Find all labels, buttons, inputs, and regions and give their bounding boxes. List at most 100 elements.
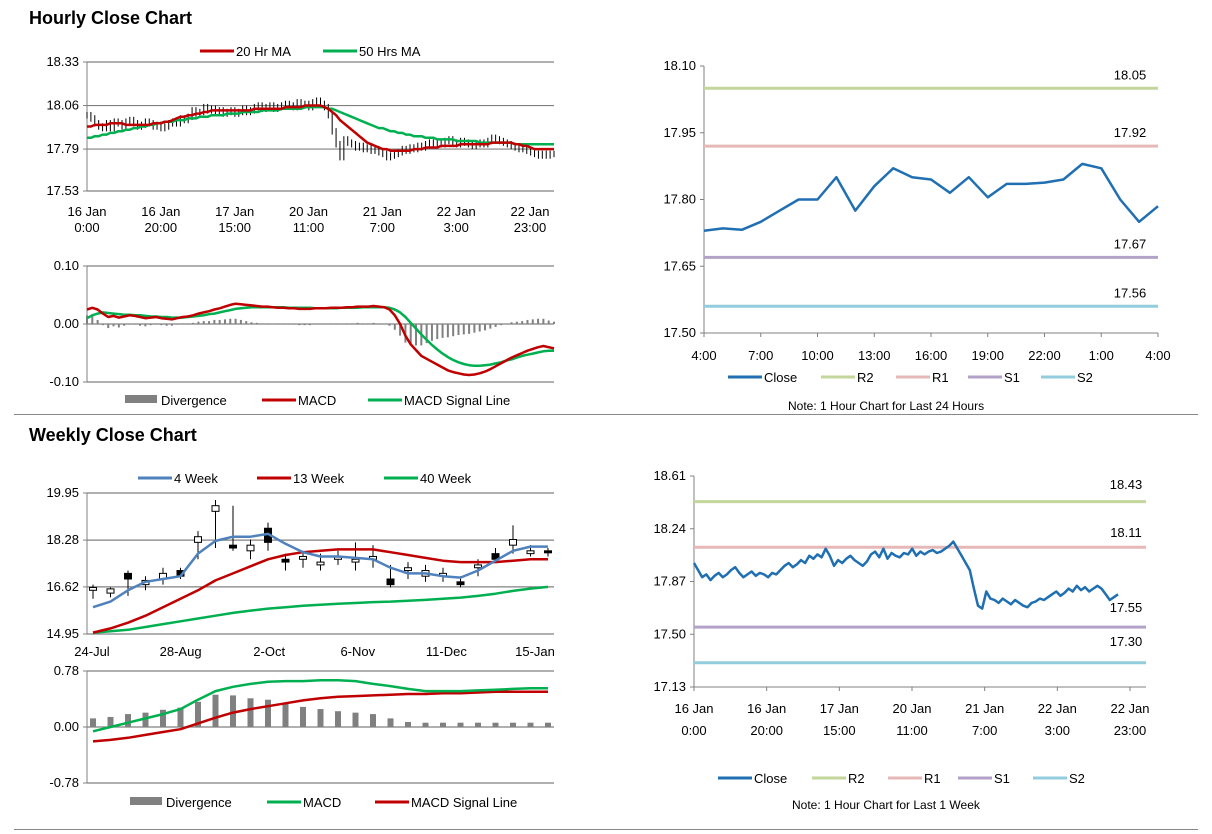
weekly-candle-body [194, 536, 202, 543]
weekly-divergence-bar [282, 703, 289, 727]
weekly-divergence-bar [300, 706, 306, 727]
weekly-candle-body [386, 578, 395, 586]
hourly-section-title: Hourly Close Chart [29, 8, 193, 28]
chart24h-legend-s2-label: S2 [1077, 370, 1093, 385]
weekly-candle-body [474, 564, 482, 569]
hourly-price-x-tick-label: 16 Jan [141, 204, 180, 219]
chart24h-x-tick-label: 7:00 [748, 348, 773, 363]
chart1w-legend-close-label: Close [754, 771, 787, 786]
hourly-legend-signal-label: MACD Signal Line [404, 393, 510, 408]
chart1w-level-label-s1: 17.55 [1110, 600, 1143, 615]
chart1w-x-tick-label: 15:00 [823, 723, 856, 738]
hourly-price-x-tick-label: 22 Jan [437, 204, 476, 219]
weekly-candle-body [229, 544, 237, 549]
chart24h-legend-s1-label: S1 [1004, 370, 1020, 385]
weekly-divergence-bar [265, 699, 271, 727]
note-24h: Note: 1 Hour Chart for Last 24 Hours [788, 399, 985, 413]
weekly-divergence-bar [370, 714, 376, 727]
weekly-divergence-bar [160, 709, 166, 727]
hourly-macd-y-tick-label: 0.00 [54, 316, 79, 331]
chart24h-legend-r2-label: R2 [857, 370, 874, 385]
hourly-macd-y-tick-label: 0.10 [54, 258, 79, 273]
chart1w-x-tick-label: 16 Jan [674, 701, 713, 716]
section-divider [14, 414, 1198, 415]
weekly-divergence-bar [125, 714, 131, 727]
weekly-candle-body [106, 588, 115, 594]
chart24h-x-tick-label: 22:00 [1028, 348, 1061, 363]
weekly-legend-signal-label: MACD Signal Line [411, 795, 517, 810]
chart24h-level-label-s2: 17.56 [1114, 285, 1147, 300]
hourly-price-y-tick-label: 18.33 [46, 54, 79, 69]
chart1w-x-tick-label: 22 Jan [1038, 701, 1077, 716]
hourly-price-x-tick-label: 16 Jan [67, 204, 106, 219]
weekly-macd-y-tick-label: 0.78 [54, 663, 79, 678]
chart1w-close-line [692, 540, 1119, 610]
chart24h-x-tick-label: 19:00 [971, 348, 1004, 363]
weekly-divergence-bar [387, 718, 394, 727]
weekly-section-title: Weekly Close Chart [29, 425, 197, 445]
chart24h-x-tick-label: 10:00 [801, 348, 834, 363]
chart1w-legend-s2-label: S2 [1069, 771, 1085, 786]
chart24h-level-label-s1: 17.67 [1114, 236, 1147, 251]
weekly-price-x-tick-label: 11-Dec [426, 644, 467, 659]
chart24h-y-tick-label: 17.95 [663, 125, 696, 140]
chart1w-x-tick-label: 21 Jan [965, 701, 1004, 716]
weekly-candle-body [281, 558, 290, 563]
weekly-price-x-tick-label: 2-Oct [253, 644, 285, 659]
hourly-price-x-tick-label: 11:00 [293, 220, 325, 235]
weekly-candle-body [211, 505, 220, 512]
weekly-candle-body [299, 555, 307, 560]
weekly-candle-body [316, 561, 325, 566]
weekly-price-x-tick-label: 24-Jul [74, 644, 110, 659]
weekly-legend-macd-label: MACD [303, 795, 341, 810]
legend-ma50-label: 50 Hrs MA [359, 44, 421, 59]
chart1w-y-tick-label: 17.50 [653, 626, 686, 641]
weekly-legend-divergence-label: Divergence [166, 795, 232, 810]
hourly-price-x-tick-label: 20:00 [145, 220, 178, 235]
weekly-divergence-bar [317, 709, 324, 727]
hourly-price-x-tick-label: 15:00 [218, 220, 251, 235]
chart24h-legend-r1-label: R1 [932, 370, 949, 385]
chart1w-level-label-r1: 18.11 [1110, 525, 1142, 540]
chart1w-y-tick-label: 18.61 [653, 468, 686, 483]
chart1w-x-tick-label: 20:00 [750, 723, 783, 738]
weekly-candle-body [246, 544, 255, 552]
weekly-candle-body [544, 550, 552, 554]
weekly-price-x-tick-label: 15-Jan [515, 644, 555, 659]
chart24h-x-tick-label: 16:00 [915, 348, 948, 363]
weekly-divergence-bar [352, 712, 359, 727]
chart1w-x-tick-label: 3:00 [1045, 723, 1070, 738]
chart24h-level-label-r1: 17.92 [1114, 125, 1147, 140]
wk13-line [92, 548, 548, 634]
chart1w-x-tick-label: 7:00 [972, 723, 997, 738]
weekly-candle-body [526, 550, 535, 555]
note-1week: Note: 1 Hour Chart for Last 1 Week [792, 798, 980, 812]
hourly-price-y-tick-label: 17.53 [46, 183, 79, 198]
weekly-divergence-bar [177, 707, 184, 727]
chart1w-y-tick-label: 17.13 [653, 679, 686, 694]
weekly-divergence-bar [457, 722, 464, 727]
weekly-signal-line [92, 690, 548, 743]
chart1w-legend-r2-label: R2 [848, 771, 865, 786]
weekly-candle-body [351, 558, 360, 563]
weekly-divergence-bar [195, 701, 201, 727]
weekly-divergence-bar [230, 695, 236, 727]
chart1w-level-label-r2: 18.43 [1110, 477, 1143, 492]
hourly-price-x-tick-label: 17 Jan [215, 204, 254, 219]
weekly-candle-body [404, 567, 412, 572]
chart24h-x-tick-label: 4:00 [691, 348, 716, 363]
weekly-divergence-bar [405, 721, 411, 727]
hourly-price-x-tick-label: 7:00 [370, 220, 395, 235]
hourly-legend-divergence-label: Divergence [161, 393, 227, 408]
chart24h-x-tick-label: 1:00 [1089, 348, 1114, 363]
weekly-divergence-bar [335, 711, 341, 727]
weekly-candle-body [509, 539, 517, 546]
weekly-divergence-bar [545, 722, 551, 727]
chart24h-y-tick-label: 17.80 [663, 192, 696, 207]
hourly-price-x-tick-label: 0:00 [74, 220, 99, 235]
chart1w-x-tick-label: 20 Jan [892, 701, 931, 716]
